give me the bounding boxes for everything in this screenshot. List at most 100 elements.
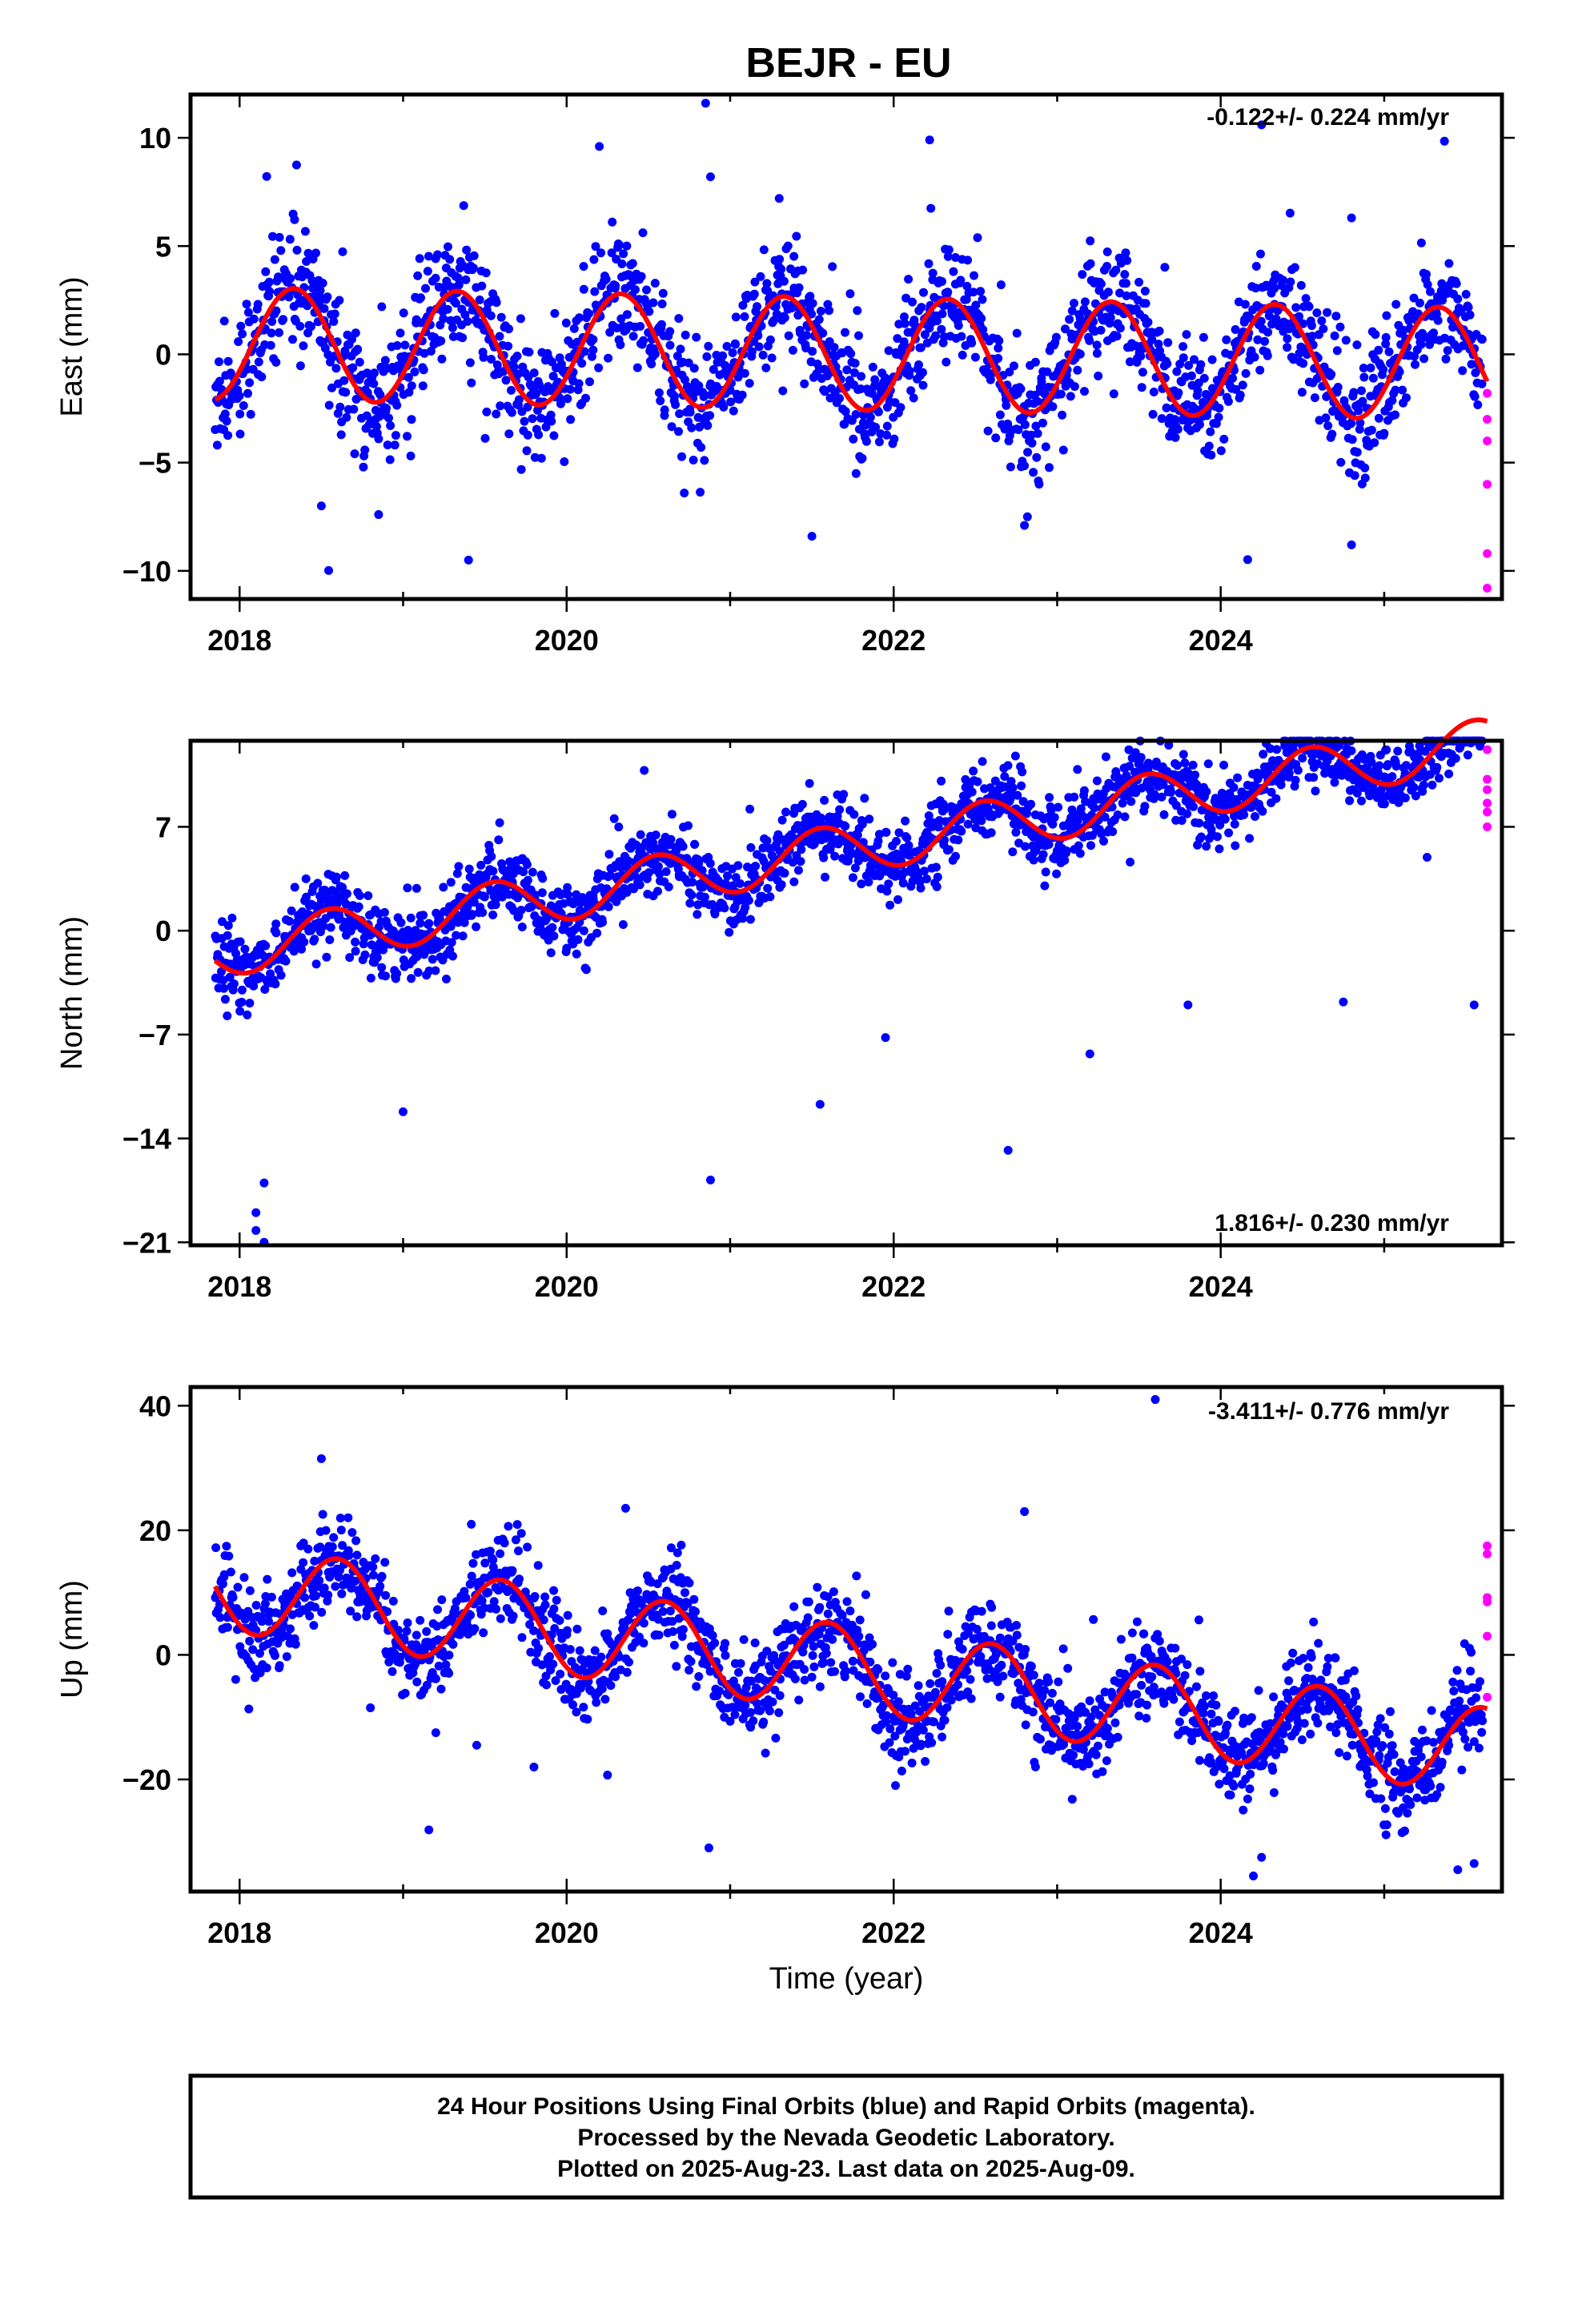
data-point (1298, 754, 1307, 763)
data-point (233, 1582, 243, 1592)
data-point (512, 1520, 522, 1530)
data-point (830, 1667, 839, 1676)
data-point (944, 245, 954, 255)
data-point (437, 354, 447, 364)
x-tick-label: 2022 (861, 1270, 926, 1303)
data-point (788, 345, 797, 355)
data-point (541, 422, 551, 432)
data-point (772, 309, 781, 319)
data-point (335, 402, 345, 412)
data-point (1332, 346, 1342, 356)
data-point (345, 953, 355, 963)
data-point (1157, 792, 1166, 802)
data-point (861, 436, 871, 446)
data-point (893, 334, 902, 344)
data-point (290, 883, 299, 892)
data-point (530, 452, 540, 462)
data-point (1050, 813, 1059, 822)
data-point (957, 332, 966, 341)
data-point (882, 421, 892, 431)
data-point (1256, 249, 1265, 259)
data-point (746, 842, 756, 852)
data-point (763, 883, 773, 893)
data-point (639, 1638, 648, 1648)
data-point (1284, 768, 1294, 778)
data-point (922, 875, 931, 883)
data-point (1178, 353, 1188, 363)
data-point (402, 1626, 412, 1636)
data-point (1384, 347, 1394, 356)
data-point (1202, 787, 1211, 796)
data-point (340, 870, 350, 880)
data-point (638, 228, 648, 238)
data-point (882, 1711, 891, 1720)
data-point (1379, 365, 1388, 374)
data-point (1147, 335, 1157, 344)
data-point (467, 1519, 476, 1529)
data-point (971, 300, 981, 310)
data-point (546, 948, 556, 958)
data-point (492, 298, 501, 308)
data-point (451, 299, 460, 308)
data-point (537, 1660, 547, 1670)
data-point (394, 1626, 403, 1635)
data-point (677, 1540, 686, 1550)
data-point (1162, 403, 1171, 412)
data-point (540, 1592, 550, 1602)
data-point (243, 308, 253, 317)
data-point (228, 1593, 238, 1602)
data-point (1182, 330, 1191, 340)
data-point (762, 836, 772, 846)
data-point (1219, 434, 1229, 444)
data-point (797, 799, 807, 809)
data-point (647, 360, 656, 368)
data-point (828, 262, 837, 271)
data-point (745, 915, 755, 924)
outlier-point (807, 532, 817, 541)
outlier-point (1183, 1000, 1193, 1010)
data-point (650, 279, 660, 288)
rapid-orbit-point (1483, 415, 1492, 424)
data-point (496, 1614, 505, 1623)
data-point (893, 895, 902, 904)
data-point (861, 1590, 870, 1599)
data-point (751, 862, 761, 870)
data-point (271, 357, 281, 367)
data-point (572, 949, 581, 959)
data-point (729, 406, 738, 416)
y-tick-label: 0 (155, 915, 171, 947)
data-point (596, 1652, 606, 1662)
data-point (324, 400, 334, 410)
data-point (306, 322, 315, 332)
data-point (603, 1629, 612, 1638)
data-point (464, 864, 474, 874)
data-point (325, 935, 335, 944)
data-point (741, 903, 750, 912)
data-point (1032, 452, 1042, 462)
data-point (563, 1610, 572, 1620)
data-point (1223, 396, 1233, 406)
data-point (460, 918, 469, 927)
data-point (1121, 248, 1130, 258)
data-point (685, 899, 695, 908)
outlier-point (1020, 521, 1030, 530)
outlier-point (1347, 540, 1356, 549)
data-point (1347, 746, 1356, 755)
data-point (589, 255, 599, 264)
data-point (1321, 413, 1331, 423)
data-point (1092, 340, 1102, 350)
data-point (1266, 744, 1275, 754)
rapid-orbit-point (1483, 774, 1492, 784)
data-point (1193, 386, 1203, 396)
data-point (448, 323, 457, 332)
data-point (888, 1658, 897, 1667)
data-point (633, 1586, 642, 1595)
data-point (1173, 761, 1182, 770)
data-point (321, 1526, 331, 1535)
data-point (1379, 799, 1389, 809)
data-point (1162, 359, 1172, 368)
data-point (1437, 279, 1447, 288)
data-point (970, 271, 978, 280)
data-point (1398, 385, 1407, 395)
y-tick-label: −7 (139, 1019, 171, 1051)
